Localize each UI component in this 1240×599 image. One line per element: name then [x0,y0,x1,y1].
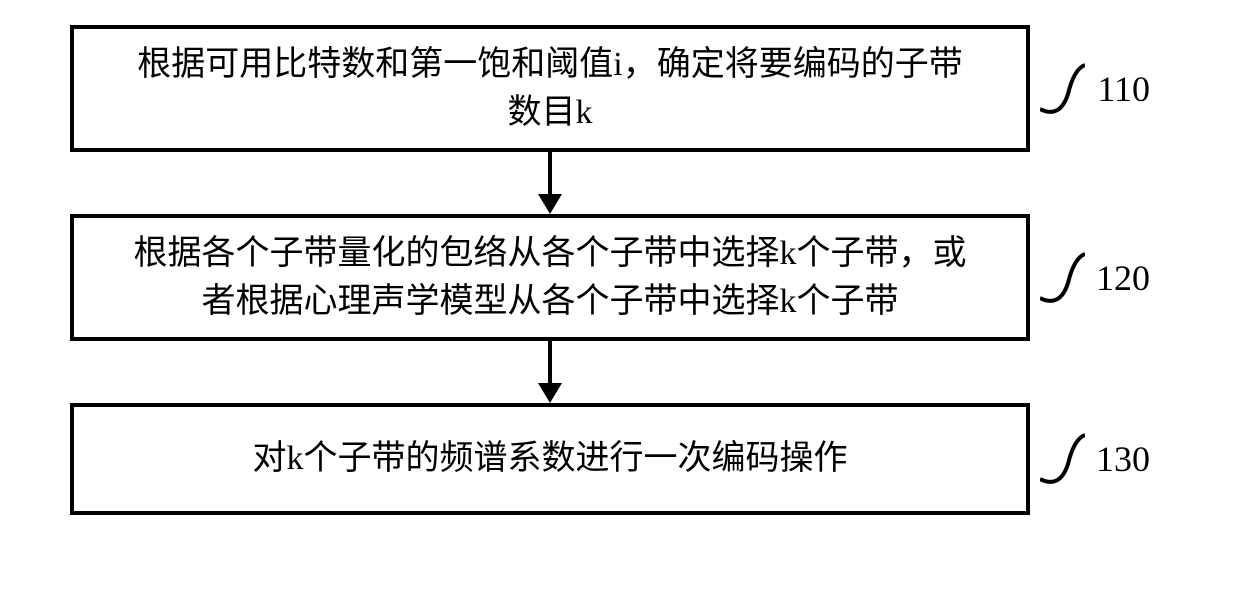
connector-curve-1 [1040,59,1085,119]
arrow-down-icon [530,341,570,403]
flowchart-container: 根据可用比特数和第一饱和阈值i，确定将要编码的子带 数目k 110 根据各个子带… [70,25,1170,515]
connector-curve-2 [1040,248,1085,308]
flow-box-2: 根据各个子带量化的包络从各个子带中选择k个子带，或 者根据心理声学模型从各个子带… [70,214,1030,341]
flow-node-2: 根据各个子带量化的包络从各个子带中选择k个子带，或 者根据心理声学模型从各个子带… [70,214,1030,341]
flow-text-1-line1: 根据可用比特数和第一饱和阈值i，确定将要编码的子带 [137,46,962,83]
flow-text-2-line2: 者根据心理声学模型从各个子带中选择k个子带 [202,283,899,320]
arrow-2-wrap [70,341,1030,403]
node-label-3: 130 [1096,438,1150,480]
flow-text-1-line2: 数目k [508,94,593,131]
flow-node-3: 对k个子带的频谱系数进行一次编码操作 130 [70,403,1030,515]
arrow-1-wrap [70,152,1030,214]
node-label-2: 120 [1096,257,1150,299]
connector-curve-3 [1040,429,1085,489]
flow-text-3-line1: 对k个子带的频谱系数进行一次编码操作 [253,440,848,477]
flow-text-2-line1: 根据各个子带量化的包络从各个子带中选择k个子带，或 [134,235,967,272]
flow-node-1: 根据可用比特数和第一饱和阈值i，确定将要编码的子带 数目k 110 [70,25,1030,152]
node-label-1: 110 [1097,68,1150,110]
flow-box-3: 对k个子带的频谱系数进行一次编码操作 [70,403,1030,515]
arrow-down-icon [530,152,570,214]
flow-box-1: 根据可用比特数和第一饱和阈值i，确定将要编码的子带 数目k [70,25,1030,152]
